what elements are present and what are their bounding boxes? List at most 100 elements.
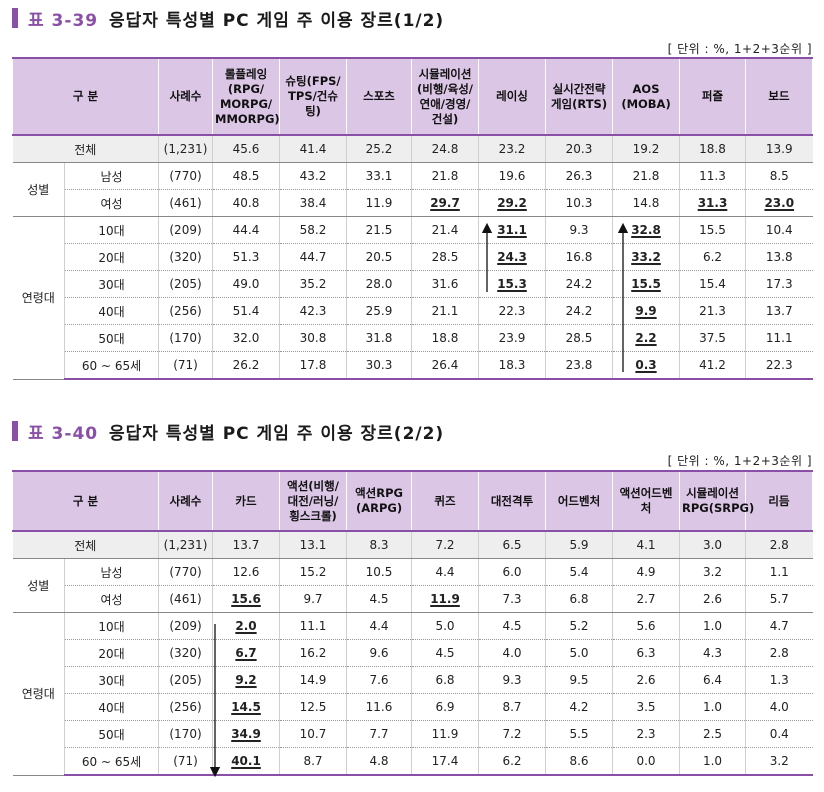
row-label: 50대 [63,720,159,748]
value-cell: 4.9 [612,558,680,586]
value-cell: 16.2 [279,639,347,667]
value-cell: 24.2 [545,270,613,298]
value-cell: 6.5 [478,531,546,559]
value-cell: 4.4 [346,612,412,640]
value-cell: 5.5 [545,720,613,748]
row-label: 50대 [63,324,159,352]
sample-size: (170) [158,324,213,352]
table1-number: 표 3-39 [28,10,99,31]
table-row: 50대 (170) 34.9 10.7 7.7 11.9 7.2 5.5 2.3 2.5 0.4 [13,720,813,748]
value-cell: 25.9 [346,297,412,325]
value-cell: 5.2 [545,612,613,640]
sample-size: (205) [158,666,213,694]
row-label: 10대 [63,216,159,244]
value-cell: 12.6 [212,558,280,586]
value-cell: 14.8 [612,189,680,217]
header-col-6: 레이싱 [478,58,547,135]
row-label: 40대 [63,693,159,721]
value-cell: 11.3 [679,162,746,190]
table1-unit: [ 단위 : %, 1+2+3순위 ] [667,42,812,56]
value-cell: 24.3 [478,243,546,271]
header-col-5: 퀴즈 [411,471,480,531]
value-cell: 13.9 [745,135,813,163]
sample-size: (205) [158,270,213,298]
value-cell: 44.4 [212,216,280,244]
sample-size: (71) [158,351,213,380]
value-cell: 26.3 [545,162,613,190]
value-cell: 17.4 [411,747,479,776]
value-cell: 13.8 [745,243,813,271]
value-cell: 11.9 [411,585,479,613]
value-cell: 5.0 [545,639,613,667]
table-row: 연령대 10대 (209) 2.0 11.1 4.4 5.0 4.5 5.2 5.6 1.0 4.7 [12,612,813,776]
value-cell: 9.3 [478,666,546,694]
value-cell: 22.3 [478,297,546,325]
sample-size: (461) [158,189,213,217]
value-cell: 4.8 [346,747,412,776]
value-cell: 3.5 [612,693,680,721]
header-col-6: 대전격투 [478,471,547,531]
table-row: 60 ~ 65세 (71) 40.1 8.7 4.8 17.4 6.2 8.6 0.0 1.0 3.… [13,747,813,776]
header-col-4: 액션RPG (ARPG) [346,471,413,531]
sample-size: (256) [158,297,213,325]
title-marker [12,8,18,28]
value-cell: 24.8 [411,135,479,163]
value-cell: 10.5 [346,558,412,586]
table-row: 40대 (256) 51.4 42.3 25.9 21.1 22.3 24.2 9.9 21.3 1… [13,297,813,325]
header-col-1: 사례수 [158,471,214,531]
value-cell: 2.7 [612,585,680,613]
table-row: 50대 (170) 32.0 30.8 31.8 18.8 23.9 28.5 2.2 37.5 1… [13,324,813,352]
value-cell: 11.1 [279,612,347,640]
value-cell: 17.8 [279,351,347,380]
table-row: 60 ~ 65세 (71) 26.2 17.8 30.3 26.4 18.3 23.8 0.3 4… [13,351,813,380]
table2-unit: [ 단위 : %, 1+2+3순위 ] [667,454,812,468]
value-cell: 4.0 [745,693,813,721]
value-cell: 23.0 [745,189,813,217]
table-row: 성별 남성 (770) 12.6 15.2 10.5 4.4 6.0 5.4 4.9 3.2 1.1 [12,558,813,613]
value-cell: 0.4 [745,720,813,748]
header-col-10: 보드 [745,58,814,135]
value-cell: 8.7 [478,693,546,721]
value-cell: 41.4 [279,135,347,163]
row-label: 60 ~ 65세 [63,351,159,380]
value-cell: 9.2 [212,666,280,694]
value-cell: 2.0 [212,612,280,640]
table-row: 전체 (1,231) 13.7 13.1 8.3 7.2 6.5 5.9 4.1 3.0 2.8 [12,531,813,559]
value-cell: 5.4 [545,558,613,586]
value-cell: 28.0 [346,270,412,298]
value-cell: 6.0 [478,558,546,586]
value-cell: 49.0 [212,270,280,298]
value-cell: 4.0 [478,639,546,667]
value-cell: 48.5 [212,162,280,190]
value-cell: 8.6 [545,747,613,776]
value-cell: 10.3 [545,189,613,217]
value-cell: 10.7 [279,720,347,748]
value-cell: 5.9 [545,531,613,559]
value-cell: 40.8 [212,189,280,217]
table1-caption: 응답자 특성별 PC 게임 주 이용 장르(1/2) [109,10,445,31]
value-cell: 11.6 [346,693,412,721]
table-row: 20대 (320) 51.3 44.7 20.5 28.5 24.3 16.8 33.2 6.2 1… [13,243,813,271]
value-cell: 2.6 [612,666,680,694]
value-cell: 23.2 [478,135,546,163]
value-cell: 28.5 [411,243,479,271]
value-cell: 32.0 [212,324,280,352]
sample-size: (1,231) [158,135,213,163]
header-col-5: 시뮬레이션 (비행/육성/ 연애/경영/ 건설) [411,58,480,135]
value-cell: 51.4 [212,297,280,325]
value-cell: 6.2 [679,243,746,271]
value-cell: 14.5 [212,693,280,721]
value-cell: 7.7 [346,720,412,748]
value-cell: 6.4 [679,666,746,694]
value-cell: 34.9 [212,720,280,748]
row-label: 20대 [63,639,159,667]
value-cell: 4.5 [411,639,479,667]
group-label: 성별 [12,162,65,217]
table-row: 40대 (256) 14.5 12.5 11.6 6.9 8.7 4.2 3.5 1.0 4.0 [13,693,813,721]
value-cell: 4.5 [478,612,546,640]
value-cell: 31.6 [411,270,479,298]
row-label: 전체 [12,135,159,163]
value-cell: 12.5 [279,693,347,721]
value-cell: 45.6 [212,135,280,163]
